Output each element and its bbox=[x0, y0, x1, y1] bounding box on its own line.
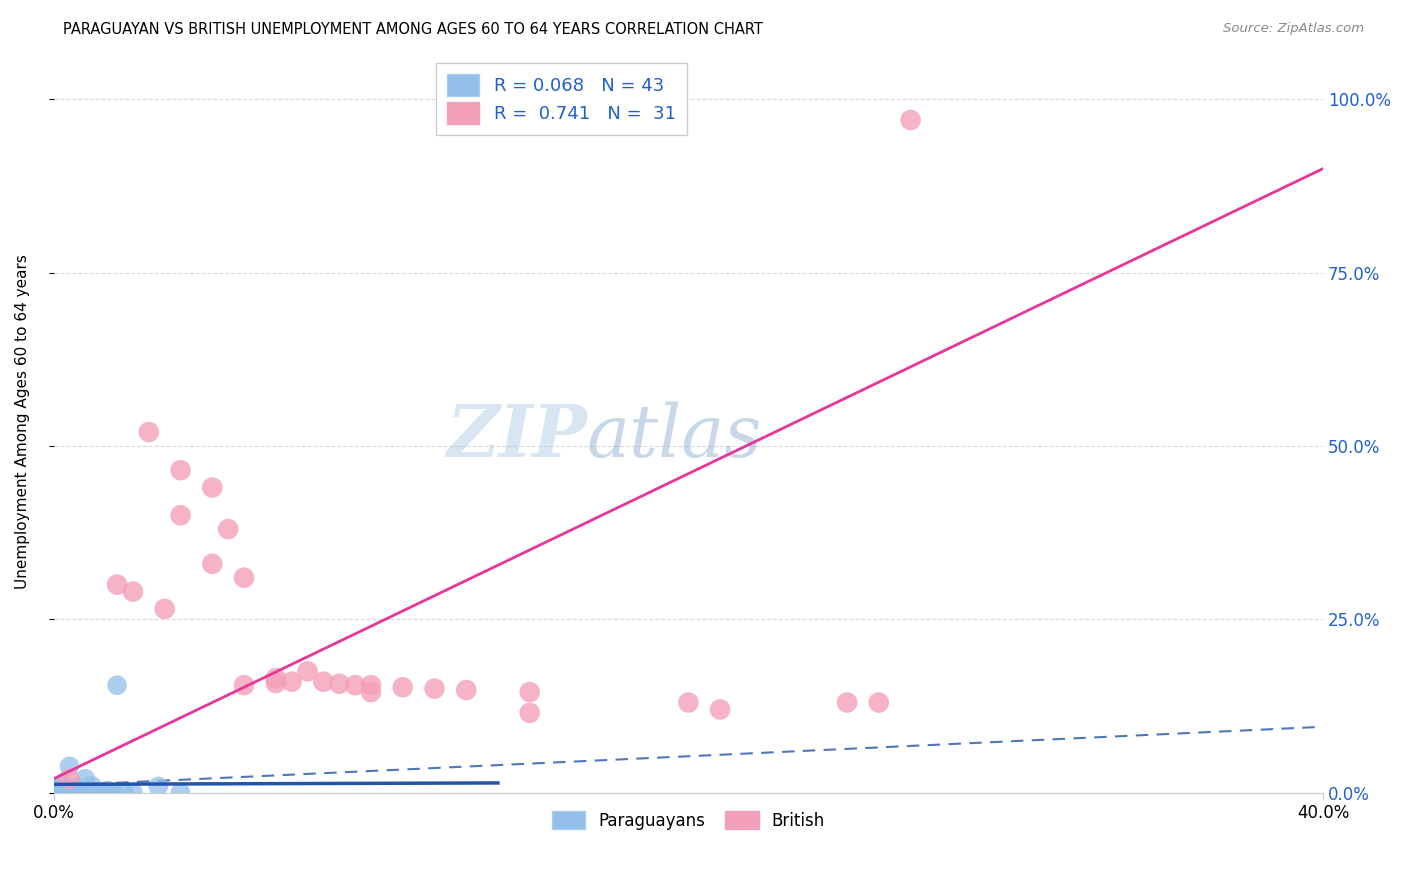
Point bbox=[70, 785, 93, 799]
Point bbox=[217, 522, 239, 536]
Point bbox=[52, 777, 75, 791]
Point bbox=[519, 685, 541, 699]
Point bbox=[62, 786, 84, 800]
Text: PARAGUAYAN VS BRITISH UNEMPLOYMENT AMONG AGES 60 TO 64 YEARS CORRELATION CHART: PARAGUAYAN VS BRITISH UNEMPLOYMENT AMONG… bbox=[63, 22, 763, 37]
Point bbox=[42, 784, 65, 798]
Point bbox=[80, 779, 103, 793]
Point bbox=[42, 786, 65, 800]
Point bbox=[423, 681, 446, 696]
Point bbox=[169, 508, 191, 523]
Point bbox=[264, 676, 287, 690]
Point bbox=[312, 674, 335, 689]
Text: ZIP: ZIP bbox=[446, 401, 586, 472]
Point bbox=[201, 481, 224, 495]
Point bbox=[83, 785, 105, 799]
Point bbox=[519, 706, 541, 720]
Point bbox=[97, 783, 120, 797]
Point bbox=[280, 674, 302, 689]
Point bbox=[709, 702, 731, 716]
Point bbox=[868, 696, 890, 710]
Point bbox=[138, 425, 160, 439]
Point bbox=[58, 784, 80, 798]
Point bbox=[67, 785, 90, 799]
Point bbox=[103, 786, 125, 800]
Point bbox=[233, 571, 256, 585]
Point bbox=[360, 685, 382, 699]
Point bbox=[45, 786, 67, 800]
Point bbox=[58, 759, 80, 773]
Point bbox=[49, 783, 72, 797]
Point bbox=[391, 680, 413, 694]
Point bbox=[122, 786, 145, 800]
Point bbox=[344, 678, 367, 692]
Point bbox=[297, 665, 319, 679]
Point bbox=[67, 784, 90, 798]
Point bbox=[835, 696, 858, 710]
Point bbox=[49, 786, 72, 800]
Point bbox=[148, 780, 170, 794]
Point bbox=[112, 785, 135, 799]
Point bbox=[45, 785, 67, 799]
Point bbox=[65, 784, 87, 798]
Text: Source: ZipAtlas.com: Source: ZipAtlas.com bbox=[1223, 22, 1364, 36]
Point bbox=[49, 781, 72, 796]
Point bbox=[93, 786, 115, 800]
Point bbox=[169, 463, 191, 477]
Point bbox=[52, 780, 75, 795]
Point bbox=[360, 678, 382, 692]
Point bbox=[105, 577, 128, 591]
Point bbox=[328, 677, 350, 691]
Point bbox=[169, 786, 191, 800]
Point bbox=[77, 785, 100, 799]
Y-axis label: Unemployment Among Ages 60 to 64 years: Unemployment Among Ages 60 to 64 years bbox=[15, 254, 30, 589]
Point bbox=[87, 785, 110, 799]
Point bbox=[45, 784, 67, 798]
Text: atlas: atlas bbox=[586, 401, 762, 472]
Point bbox=[201, 557, 224, 571]
Point bbox=[55, 782, 77, 797]
Point bbox=[122, 584, 145, 599]
Point bbox=[42, 785, 65, 799]
Point bbox=[55, 783, 77, 797]
Point bbox=[233, 678, 256, 692]
Point bbox=[678, 696, 700, 710]
Point bbox=[45, 782, 67, 797]
Point bbox=[70, 786, 93, 800]
Point bbox=[90, 786, 112, 800]
Point bbox=[105, 678, 128, 692]
Point bbox=[153, 602, 176, 616]
Point bbox=[42, 783, 65, 797]
Legend: Paraguayans, British: Paraguayans, British bbox=[546, 805, 832, 837]
Point bbox=[264, 671, 287, 685]
Point bbox=[58, 772, 80, 786]
Point bbox=[456, 683, 478, 698]
Point bbox=[65, 780, 87, 794]
Point bbox=[52, 786, 75, 800]
Point bbox=[77, 786, 100, 800]
Point bbox=[75, 772, 97, 786]
Point bbox=[49, 785, 72, 799]
Point bbox=[900, 113, 922, 128]
Point bbox=[100, 786, 122, 800]
Point bbox=[62, 783, 84, 797]
